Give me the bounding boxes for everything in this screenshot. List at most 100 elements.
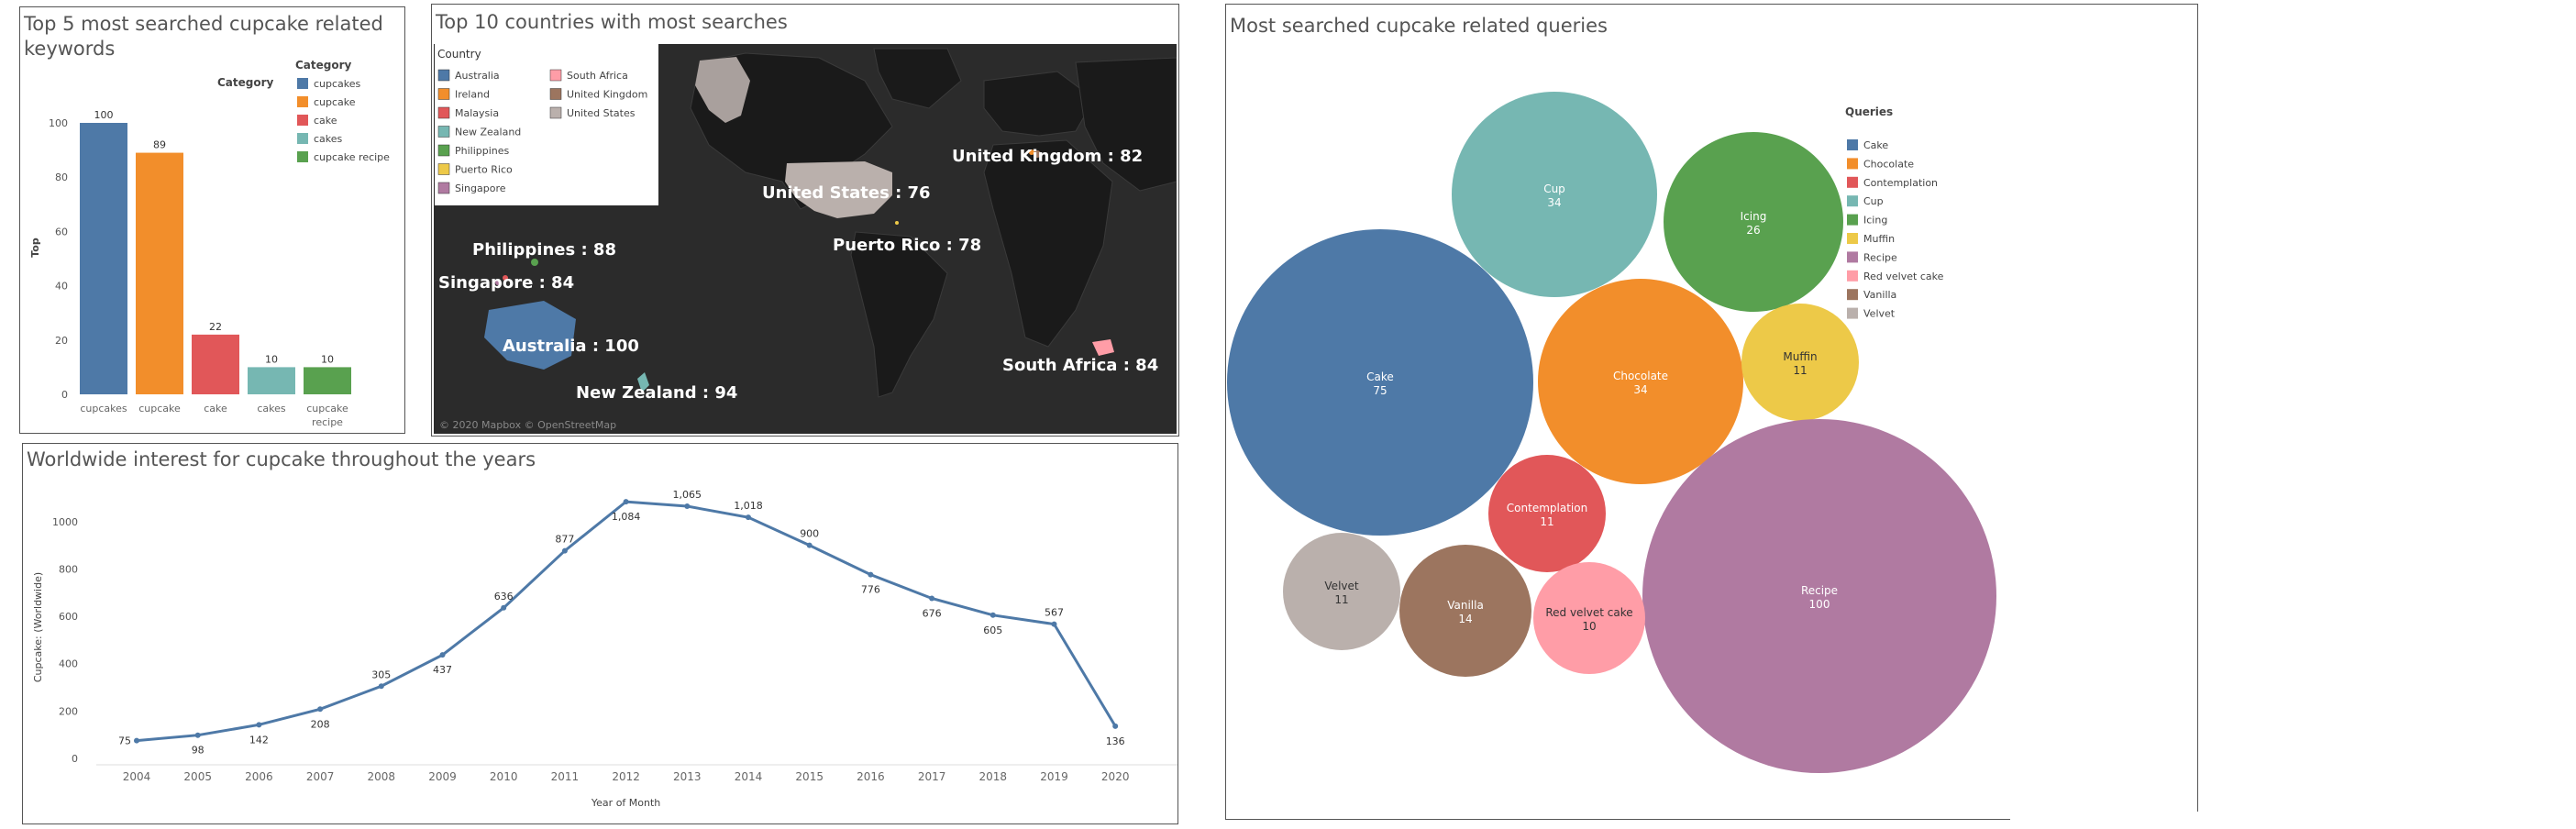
bubble-label-name: Recipe <box>1801 584 1838 597</box>
bubble-legend-swatch <box>1847 195 1858 207</box>
line-point[interactable] <box>989 612 996 618</box>
line-point[interactable] <box>623 499 629 505</box>
bubble-legend-item[interactable]: Contemplation <box>1863 177 1938 189</box>
map-legend-item[interactable]: United Kingdom <box>567 89 647 101</box>
bubble-chart-title: Most searched cupcake related queries <box>1230 15 1608 37</box>
map-legend-item[interactable]: South Africa <box>567 70 628 82</box>
bubble-muffin[interactable] <box>1741 304 1859 421</box>
bar-category-tick-label: cakes <box>257 403 286 414</box>
line-point[interactable] <box>134 737 139 744</box>
bubble-velvet[interactable] <box>1283 533 1400 650</box>
map-legend-item[interactable]: Singapore <box>455 182 506 194</box>
line-marks: 75 98 142 208 305 437 636 877 1,084 1,065 1,018 900… <box>118 489 1125 757</box>
line-y-tick-label: 400 <box>59 658 78 670</box>
line-y-tick-label: 1000 <box>52 516 78 528</box>
bubble-legend-item[interactable]: Cup <box>1863 195 1884 207</box>
map-legend-item[interactable]: Ireland <box>455 89 490 101</box>
bar-cupcake-recipe[interactable] <box>304 367 351 394</box>
bubble-legend-item[interactable]: Recipe <box>1863 251 1897 263</box>
line-data-label: 877 <box>555 534 574 546</box>
region-australia[interactable] <box>484 301 576 370</box>
bubble-legend-item[interactable]: Muffin <box>1863 233 1895 245</box>
bubble-legend-item[interactable]: Red velvet cake <box>1863 271 1944 282</box>
map-country-label: Philippines : 88 <box>472 240 616 260</box>
line-point[interactable] <box>378 683 384 690</box>
bubble-label-value: 11 <box>1793 364 1807 377</box>
region-malaysia[interactable] <box>503 275 508 281</box>
region-alaska[interactable] <box>695 57 750 123</box>
bar-y-tick-label: 40 <box>55 281 68 293</box>
map-legend-item[interactable]: New Zealand <box>455 127 521 138</box>
bubble-label-name: Vanilla <box>1447 599 1484 612</box>
map-labels: United Kingdom : 82 United States : 76 Pue… <box>438 147 1158 403</box>
bar-category-tick-label: cupcakes <box>80 403 127 414</box>
line-y-tick-label: 200 <box>59 705 78 717</box>
line-point[interactable] <box>501 604 507 611</box>
region-new-zealand[interactable] <box>637 372 649 392</box>
region-philippines[interactable] <box>531 259 538 266</box>
line-point[interactable] <box>194 732 201 738</box>
line-x-tick-label: 2004 <box>123 770 151 783</box>
line-x-tick-label: 2012 <box>612 770 640 783</box>
region-south-africa[interactable] <box>1092 339 1114 356</box>
line-x-tick-label: 2008 <box>368 770 396 783</box>
line-chart-panel: Worldwide interest for cupcake throughou… <box>22 443 1178 824</box>
bubble-icing[interactable] <box>1664 132 1843 312</box>
map-legend-item[interactable]: Puerto Rico <box>455 164 513 176</box>
bubble-label-value: 14 <box>1458 613 1472 625</box>
bubble-chocolate[interactable] <box>1538 279 1743 484</box>
map-legend-item[interactable]: Australia <box>455 70 500 82</box>
region-puerto-rico[interactable] <box>895 221 899 225</box>
map-legend-swatch <box>437 144 450 157</box>
bar-y-tick-label: 100 <box>49 117 68 129</box>
line-point[interactable] <box>684 503 691 510</box>
bubble-recipe[interactable] <box>1642 419 1996 773</box>
line-point[interactable] <box>1112 723 1119 729</box>
bar-legend-swatch <box>297 115 308 126</box>
bubble-legend-item[interactable]: Velvet <box>1863 308 1896 320</box>
line-point[interactable] <box>561 547 568 554</box>
bubble-legend-item[interactable]: Chocolate <box>1863 158 1914 170</box>
bar-cakes[interactable] <box>248 367 295 394</box>
bubble-cup[interactable] <box>1452 92 1657 297</box>
region-singapore[interactable] <box>495 280 501 285</box>
map-legend-swatch <box>549 106 562 119</box>
map-legend-swatch <box>437 69 450 82</box>
line-point[interactable] <box>746 514 751 521</box>
map-country-label: New Zealand : 94 <box>576 383 737 403</box>
bubble-label-value: 75 <box>1373 384 1387 397</box>
line-x-tick-label: 2010 <box>490 770 518 783</box>
bar-data-label: 89 <box>153 139 166 151</box>
bubble-contemplation[interactable] <box>1488 455 1606 572</box>
map-legend-item[interactable]: United States <box>567 107 636 119</box>
line-point[interactable] <box>317 706 324 713</box>
line-point[interactable] <box>806 542 813 548</box>
map-legend-item[interactable]: Philippines <box>455 145 510 157</box>
map-legend-item[interactable]: Malaysia <box>455 107 499 119</box>
bubble-legend-item[interactable]: Cake <box>1863 139 1888 151</box>
line-point[interactable] <box>868 571 874 578</box>
bubble-legend-item[interactable]: Icing <box>1863 215 1887 227</box>
line-point[interactable] <box>929 595 935 602</box>
bubble-legend-item[interactable]: Vanilla <box>1863 289 1896 301</box>
bubble-label-name: Red velvet cake <box>1545 606 1632 619</box>
bar-legend-item: cake <box>314 115 337 127</box>
region-united-states[interactable] <box>785 161 892 218</box>
bar-cake[interactable] <box>192 334 239 394</box>
landmass-africa <box>983 139 1113 348</box>
line-point[interactable] <box>1051 621 1057 627</box>
bubble-red-velvet-cake[interactable] <box>1533 562 1645 674</box>
line-point[interactable] <box>256 722 262 728</box>
bar-legend-item: cupcakes <box>314 78 361 90</box>
region-ireland[interactable] <box>1029 149 1034 155</box>
bubble-vanilla[interactable] <box>1399 545 1531 677</box>
map-panel: Top 10 countries with most searches <box>431 4 1179 437</box>
bar-legend-swatch <box>297 96 308 107</box>
bar-cupcake[interactable] <box>136 152 183 394</box>
bubble-legend-swatch <box>1847 233 1858 244</box>
bubble-label-name: Icing <box>1741 210 1767 223</box>
line-point[interactable] <box>439 652 446 658</box>
region-united-kingdom[interactable] <box>1034 150 1041 158</box>
bubble-cake[interactable] <box>1227 229 1533 536</box>
bar-cupcakes[interactable] <box>80 123 127 394</box>
